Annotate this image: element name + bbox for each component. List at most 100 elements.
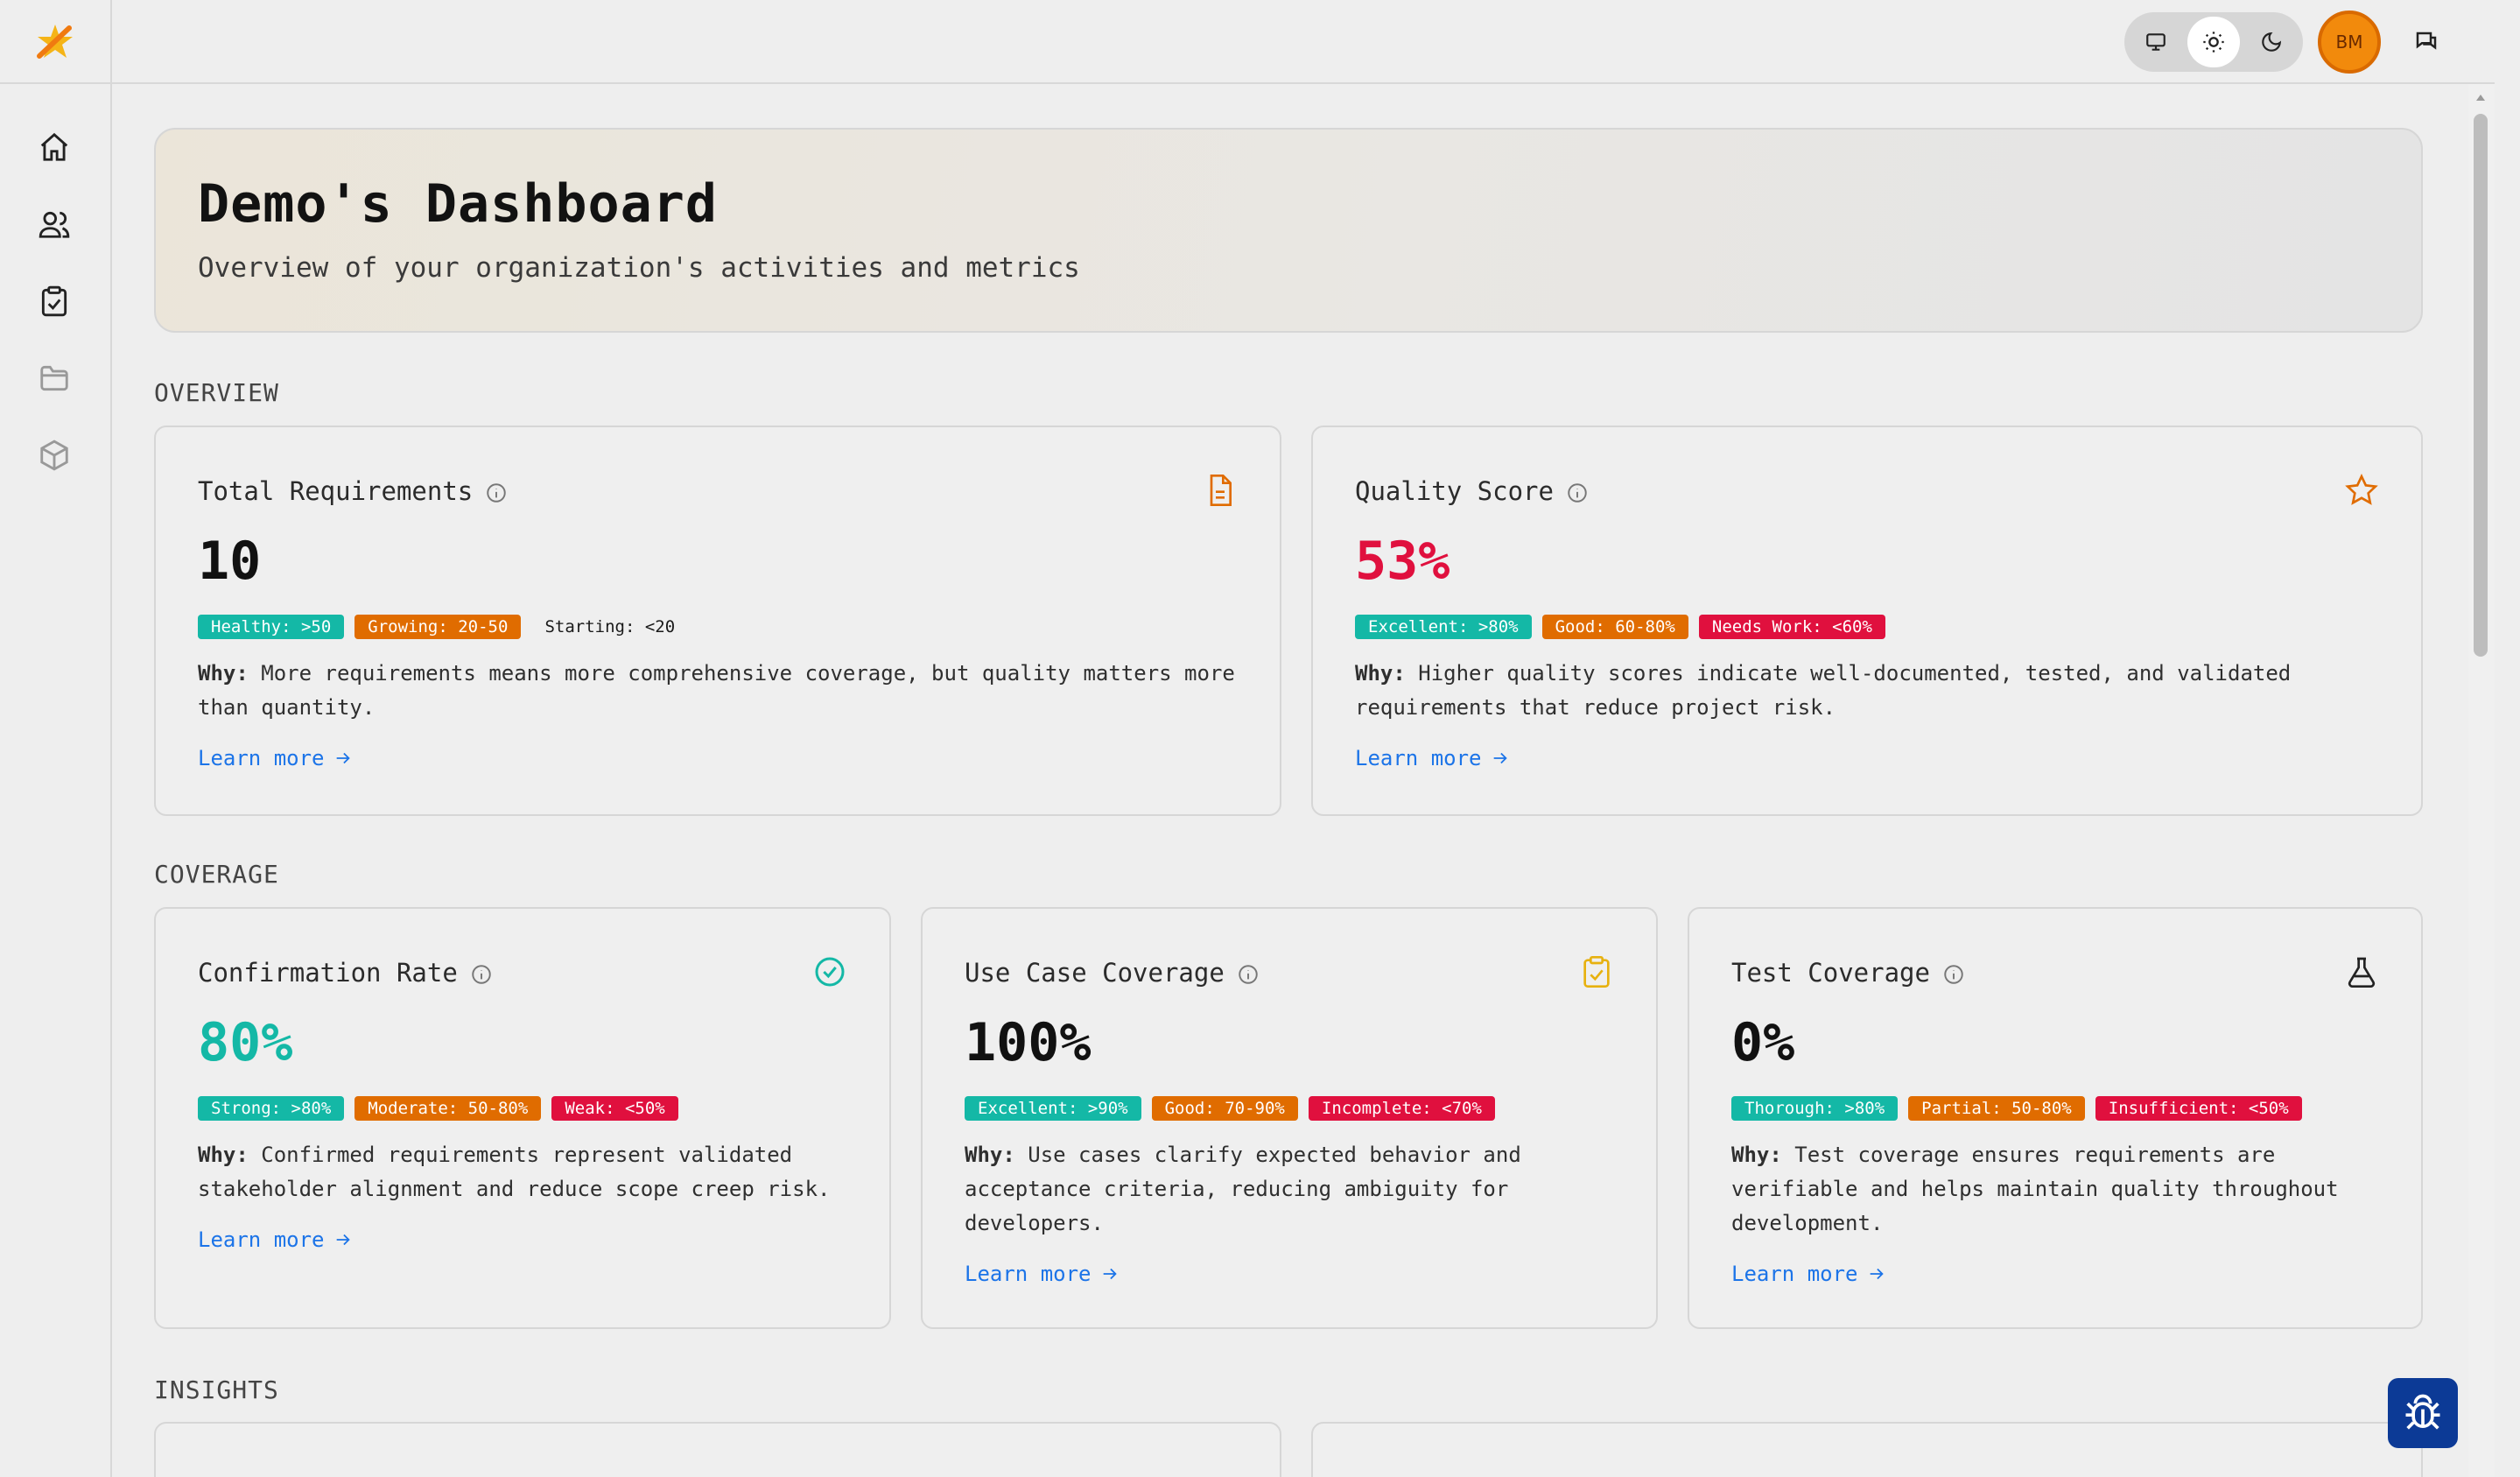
- threshold-badges: Strong: >80% Moderate: 50-80% Weak: <50%: [198, 1096, 678, 1121]
- badge-incomplete: Incomplete: <70%: [1308, 1096, 1495, 1121]
- learn-more-link[interactable]: Learn more: [198, 1227, 353, 1252]
- why-text: Test coverage ensures requirements are: [1781, 1143, 2276, 1167]
- sidebar-item-users[interactable]: [30, 200, 79, 249]
- feedback-button[interactable]: [2405, 21, 2447, 63]
- learn-more-label: Learn more: [198, 746, 325, 770]
- theme-system-button[interactable]: [2130, 17, 2182, 67]
- sidebar-item-packages[interactable]: [30, 431, 79, 480]
- threshold-badges: Excellent: >90% Good: 70-90% Incomplete:…: [965, 1096, 1495, 1121]
- info-icon[interactable]: [485, 482, 508, 504]
- card-use-case-coverage: Use Case Coverage 100% Excellent: >90% G…: [921, 907, 1658, 1329]
- card-title: Confirmation Rate: [198, 958, 493, 988]
- why-text: verifiable and helps maintain quality th…: [1731, 1177, 2339, 1201]
- card-total-requirements: Total Requirements 10 Healthy: >50 Growi…: [154, 426, 1281, 816]
- card-quality-score: Quality Score 53% Excellent: >80% Good: …: [1311, 426, 2423, 816]
- chat-icon: [2416, 32, 2437, 50]
- why-label: Why:: [965, 1143, 1015, 1167]
- why-text: acceptance criteria, reducing ambiguity …: [965, 1177, 1509, 1201]
- app-logo[interactable]: [0, 0, 112, 84]
- threshold-badges: Thorough: >80% Partial: 50-80% Insuffici…: [1731, 1096, 2302, 1121]
- arrow-right-icon: [336, 1234, 350, 1246]
- why-text: Confirmed requirements represent validat…: [248, 1143, 793, 1167]
- card-title-text: Confirmation Rate: [198, 958, 458, 988]
- why-label: Why:: [198, 661, 249, 686]
- sidebar-item-requirements[interactable]: [30, 277, 79, 326]
- star-icon: [2345, 474, 2378, 505]
- clipboard-check-icon: [41, 285, 67, 317]
- info-icon[interactable]: [1237, 963, 1260, 986]
- section-overview-label: OVERVIEW: [154, 378, 279, 407]
- learn-more-label: Learn more: [1731, 1262, 1858, 1286]
- learn-more-label: Learn more: [1355, 746, 1482, 770]
- card-title-text: Use Case Coverage: [965, 958, 1225, 988]
- metric-explanation: Why: More requirements means more compre…: [198, 657, 1235, 725]
- document-icon: [1210, 475, 1232, 506]
- top-bar: BM: [0, 0, 2495, 84]
- arrow-right-icon: [1493, 752, 1507, 764]
- info-icon[interactable]: [1566, 482, 1589, 504]
- theme-switcher: [2124, 12, 2303, 72]
- why-label: Why:: [1731, 1143, 1782, 1167]
- card-insight: [154, 1422, 1281, 1477]
- badge-moderate: Moderate: 50-80%: [354, 1096, 542, 1121]
- why-text: Higher quality scores indicate well-docu…: [1405, 661, 2292, 686]
- why-text: developers.: [965, 1211, 1104, 1235]
- badge-strong: Strong: >80%: [198, 1096, 345, 1121]
- section-insights-label: INSIGHTS: [154, 1375, 279, 1404]
- metric-value: 53%: [1355, 531, 1450, 592]
- sun-icon: [2203, 32, 2224, 53]
- moon-icon: [2262, 32, 2282, 52]
- folder-icon: [40, 365, 68, 391]
- badge-thorough: Thorough: >80%: [1731, 1096, 1899, 1121]
- metric-explanation: Why: Use cases clarify expected behavior…: [965, 1138, 1521, 1241]
- card-confirmation-rate: Confirmation Rate 80% Strong: >80% Moder…: [154, 907, 891, 1329]
- arrow-right-icon: [1103, 1268, 1117, 1280]
- theme-dark-button[interactable]: [2245, 17, 2298, 67]
- scrollbar-thumb[interactable]: [2474, 114, 2488, 657]
- home-icon: [40, 132, 68, 161]
- scroll-up-icon[interactable]: [2474, 91, 2488, 105]
- bug-icon: [2405, 1394, 2440, 1430]
- user-avatar[interactable]: BM: [2318, 11, 2381, 74]
- badge-healthy: Healthy: >50: [198, 615, 345, 639]
- box-icon: [40, 440, 68, 471]
- check-circle-icon: [815, 957, 845, 987]
- why-text: than quantity.: [198, 695, 376, 720]
- threshold-badges: Excellent: >80% Good: 60-80% Needs Work:…: [1355, 615, 1885, 639]
- badge-excellent: Excellent: >80%: [1355, 615, 1532, 639]
- sidebar-item-home[interactable]: [30, 123, 79, 172]
- badge-excellent: Excellent: >90%: [965, 1096, 1141, 1121]
- bug-report-button[interactable]: [2388, 1378, 2458, 1448]
- logo-icon: [37, 25, 73, 59]
- card-title-text: Total Requirements: [198, 476, 474, 506]
- learn-more-link[interactable]: Learn more: [965, 1262, 1120, 1286]
- card-title: Use Case Coverage: [965, 958, 1260, 988]
- why-label: Why:: [1355, 661, 1406, 686]
- badge-weak: Weak: <50%: [551, 1096, 678, 1121]
- why-label: Why:: [198, 1143, 249, 1167]
- badge-good: Good: 60-80%: [1541, 615, 1688, 639]
- arrow-right-icon: [1870, 1268, 1884, 1280]
- card-title-text: Test Coverage: [1731, 958, 1930, 988]
- info-icon[interactable]: [1942, 963, 1965, 986]
- sidebar-item-folders[interactable]: [30, 354, 79, 403]
- learn-more-link[interactable]: Learn more: [1731, 1262, 1886, 1286]
- badge-partial: Partial: 50-80%: [1908, 1096, 2085, 1121]
- badge-growing: Growing: 20-50: [354, 615, 522, 639]
- dashboard-hero: Demo's Dashboard Overview of your organi…: [154, 128, 2423, 333]
- card-insight: [1311, 1422, 2423, 1477]
- theme-light-button[interactable]: [2187, 17, 2240, 67]
- learn-more-link[interactable]: Learn more: [198, 746, 353, 770]
- badge-good: Good: 70-90%: [1151, 1096, 1298, 1121]
- why-text: stakeholder alignment and reduce scope c…: [198, 1177, 831, 1201]
- learn-more-label: Learn more: [198, 1227, 325, 1252]
- learn-more-link[interactable]: Learn more: [1355, 746, 1510, 770]
- card-title: Test Coverage: [1731, 958, 1965, 988]
- info-icon[interactable]: [470, 963, 493, 986]
- metric-explanation: Why: Higher quality scores indicate well…: [1355, 657, 2291, 725]
- why-text: Use cases clarify expected behavior and: [1014, 1143, 1521, 1167]
- metric-value: 80%: [198, 1012, 293, 1073]
- sidebar: [0, 84, 112, 1477]
- metric-explanation: Why: Test coverage ensures requirements …: [1731, 1138, 2339, 1241]
- metric-value: 100%: [965, 1012, 1092, 1073]
